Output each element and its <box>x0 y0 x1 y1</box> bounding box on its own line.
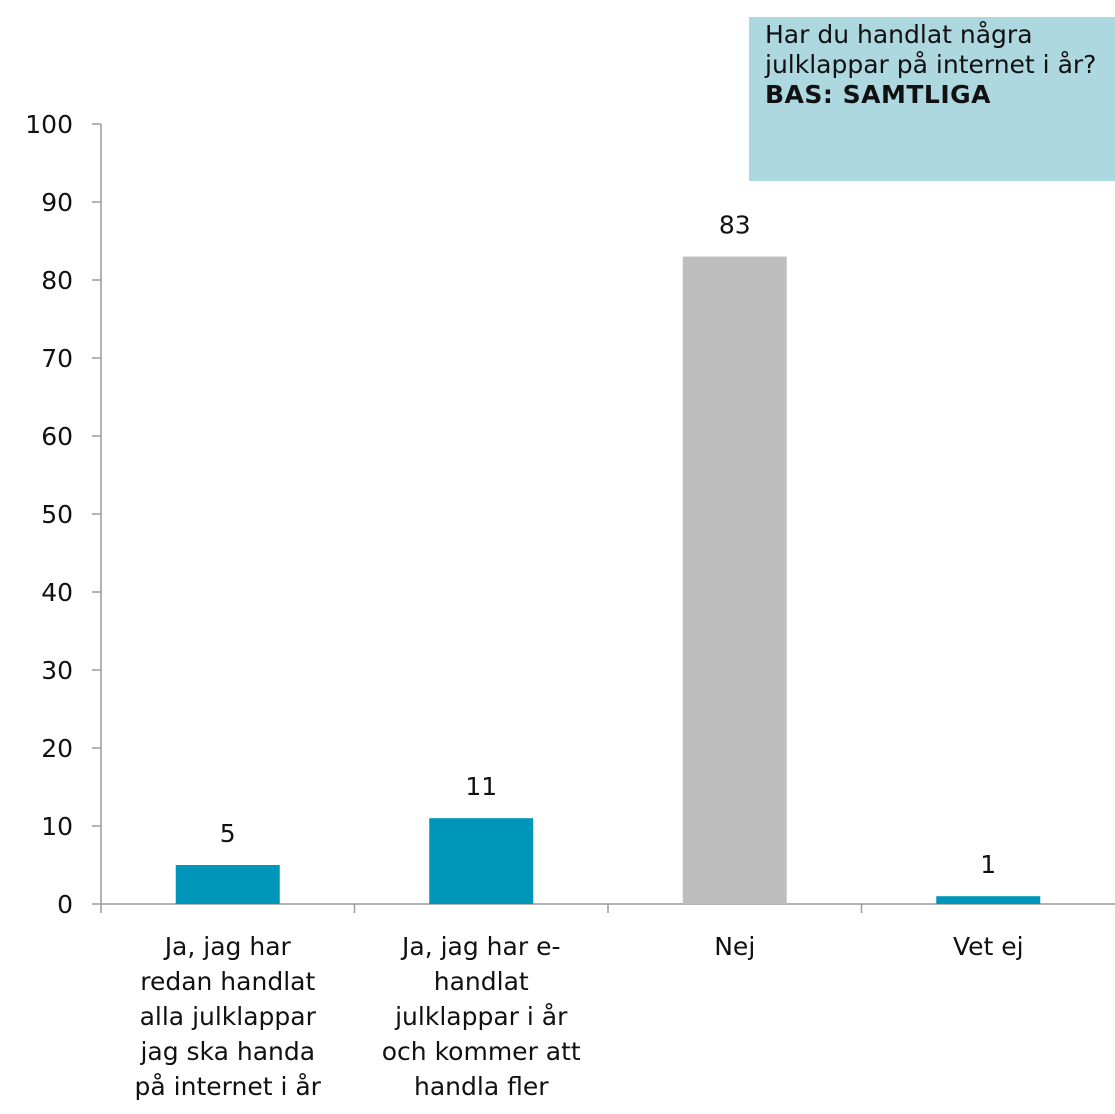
base-text: BAS: SAMTLIGA <box>765 80 991 109</box>
bar <box>682 256 787 905</box>
data-label: 83 <box>719 211 751 240</box>
y-tick-label: 80 <box>41 266 73 295</box>
y-tick-label: 50 <box>41 500 73 529</box>
y-tick-label: 70 <box>41 344 73 373</box>
bar <box>175 865 280 904</box>
category-label: Ja, jag har redan handlat alla julklappar j… <box>135 932 322 1101</box>
y-tick-label: 40 <box>41 578 73 607</box>
question-text: Har du handlat några julklappar på inter… <box>765 20 1097 79</box>
data-label: 11 <box>465 772 497 801</box>
category-label: Vet ej <box>953 932 1024 961</box>
y-tick-label: 20 <box>41 734 73 763</box>
y-tick-label: 90 <box>41 188 73 217</box>
category-label: Nej <box>714 932 755 961</box>
y-tick-label: 60 <box>41 422 73 451</box>
data-label: 1 <box>980 850 996 879</box>
bar <box>936 896 1041 904</box>
bar <box>429 818 534 904</box>
data-label: 5 <box>220 819 236 848</box>
question-box: Har du handlat några julklappar på inter… <box>749 17 1115 181</box>
y-tick-label: 30 <box>41 656 73 685</box>
y-tick-label: 0 <box>57 890 73 919</box>
y-tick-label: 10 <box>41 812 73 841</box>
y-tick-label: 100 <box>25 110 73 139</box>
category-label: Ja, jag har e-handlat julklappar i år och … <box>382 932 581 1101</box>
